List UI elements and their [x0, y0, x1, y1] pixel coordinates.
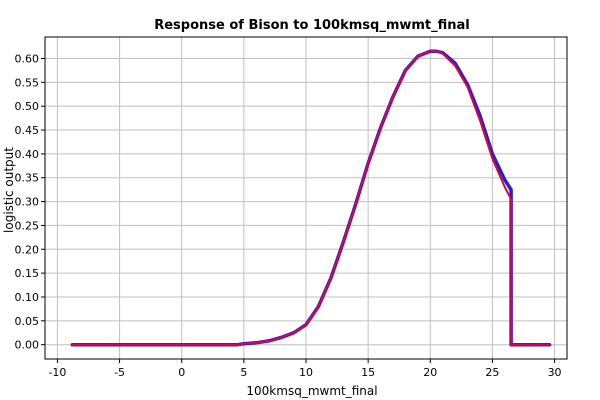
- x-tick-label: 20: [423, 366, 437, 379]
- x-tick-label: -5: [114, 366, 125, 379]
- y-tick-label: 0.30: [15, 196, 40, 209]
- grid-lines: [45, 37, 567, 359]
- y-tick-label: 0.60: [15, 52, 40, 65]
- y-tick-label: 0.10: [15, 291, 40, 304]
- y-tick-label: 0.00: [15, 339, 40, 352]
- y-tick-label: 0.35: [15, 172, 40, 185]
- y-axis-label: logistic output: [2, 147, 16, 233]
- y-tick-label: 0.15: [15, 267, 40, 280]
- y-tick-label: 0.20: [15, 243, 40, 256]
- x-tick-label: 10: [299, 366, 313, 379]
- response-line-main: [71, 50, 551, 346]
- axis-ticks: -10 -5 0 5 10 15 20 25 30 0.00 0.05 0.10 0.15 0.20 0.2…: [15, 52, 562, 379]
- x-tick-label: 0: [178, 366, 185, 379]
- y-tick-label: 0.50: [15, 100, 40, 113]
- x-tick-label: -10: [48, 366, 66, 379]
- series-lines: [70, 49, 552, 347]
- x-tick-label: 5: [240, 366, 247, 379]
- y-tick-label: 0.25: [15, 219, 40, 232]
- y-tick-label: 0.55: [15, 76, 40, 89]
- x-axis-label: 100kmsq_mwmt_final: [246, 384, 377, 398]
- x-tick-label: 15: [361, 366, 375, 379]
- y-tick-label: 0.40: [15, 148, 40, 161]
- x-tick-label: 30: [548, 366, 562, 379]
- chart-title: Response of Bison to 100kmsq_mwmt_final: [154, 18, 470, 33]
- y-tick-label: 0.45: [15, 124, 40, 137]
- x-tick-label: 25: [485, 366, 499, 379]
- y-tick-label: 0.05: [15, 315, 40, 328]
